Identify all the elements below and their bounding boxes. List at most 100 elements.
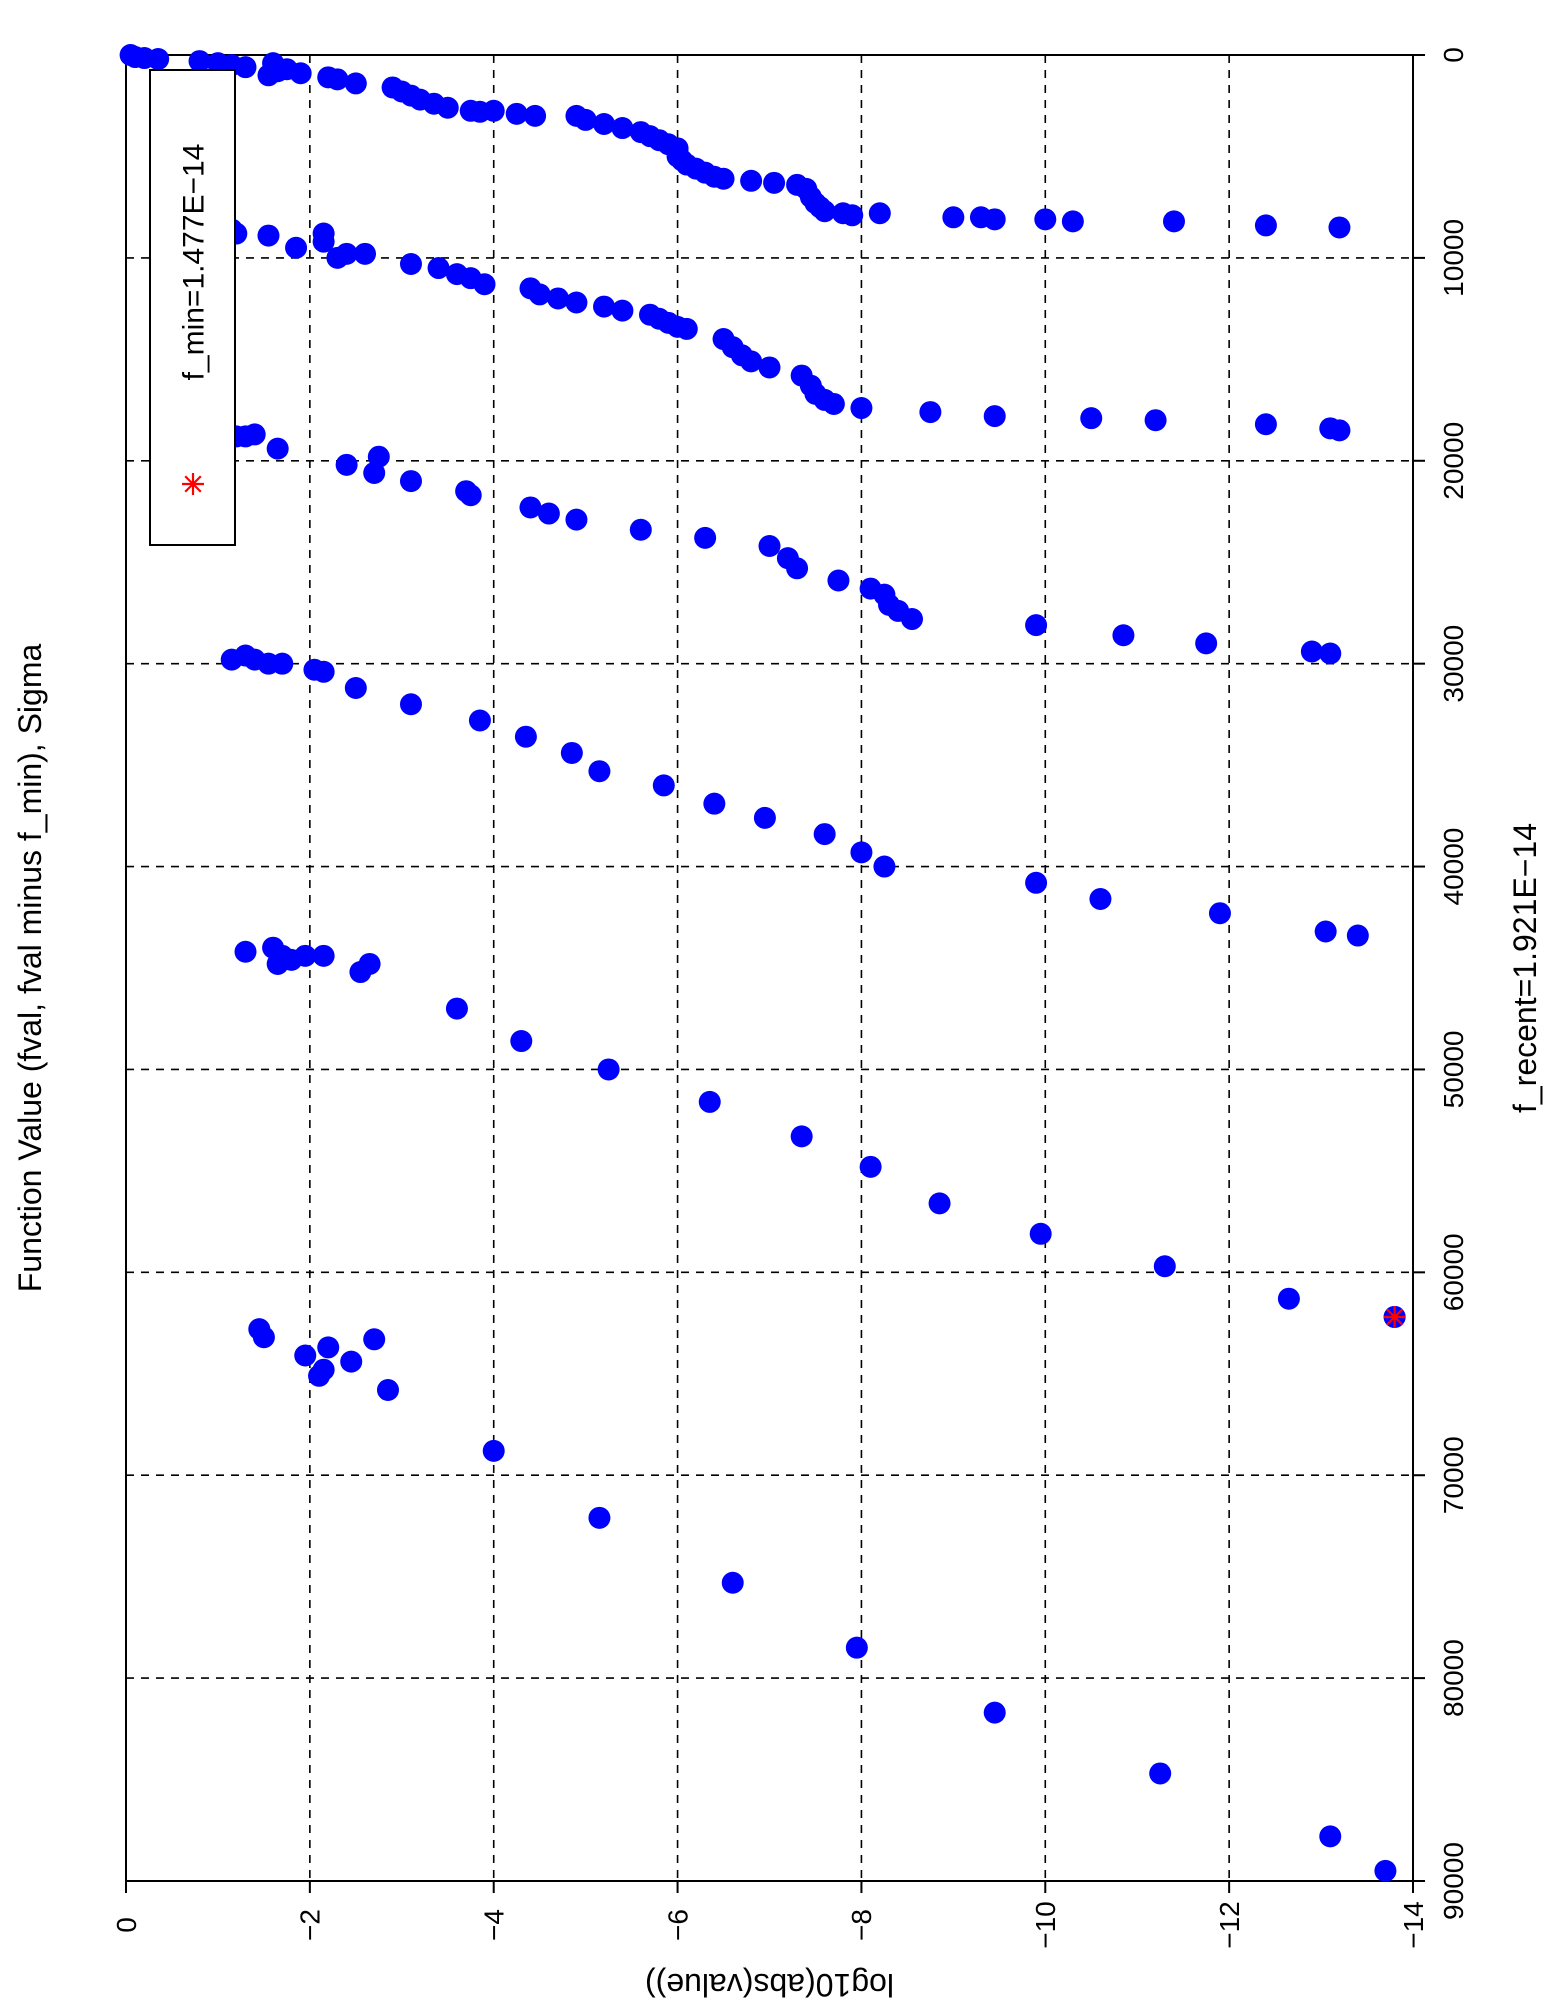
legend-label: f_min=1.477E−14 xyxy=(178,144,211,381)
data-point xyxy=(312,230,335,253)
data-point xyxy=(593,295,616,318)
data-point xyxy=(983,208,1006,231)
data-point xyxy=(266,437,289,460)
data-point xyxy=(473,273,496,296)
data-point xyxy=(629,518,652,541)
data-point xyxy=(758,534,781,557)
data-point xyxy=(317,1336,340,1359)
x-tick-label: 60000 xyxy=(1438,1233,1469,1311)
x-tick-label: 80000 xyxy=(1438,1639,1469,1717)
data-point xyxy=(257,224,280,247)
data-point xyxy=(813,823,836,846)
data-point xyxy=(822,392,845,415)
data-point xyxy=(1319,642,1342,665)
y-axis-title: log10(abs(value)) xyxy=(645,1967,894,2003)
data-point xyxy=(399,470,422,493)
data-point xyxy=(1195,632,1218,655)
legend-asterisk xyxy=(182,473,204,495)
f-min-marker-layer xyxy=(1383,1305,1406,1328)
data-point xyxy=(1300,640,1323,663)
data-point xyxy=(565,508,588,531)
data-point xyxy=(1254,214,1277,237)
data-point xyxy=(841,204,864,227)
x-tick-label: 70000 xyxy=(1438,1436,1469,1514)
chart-title: Function Value (fval, fval minus f_min),… xyxy=(12,644,48,1293)
data-point xyxy=(147,48,170,71)
data-point xyxy=(597,1058,620,1081)
data-point xyxy=(510,1030,533,1053)
data-point xyxy=(868,202,891,225)
data-point xyxy=(468,709,491,732)
y-tick-label: −10 xyxy=(1030,1901,1061,1949)
x-tick-label: 50000 xyxy=(1438,1031,1469,1109)
x-axis-title: f_recent=1.921E−14 xyxy=(1507,823,1543,1113)
data-point xyxy=(482,1439,505,1462)
data-point xyxy=(266,952,289,975)
data-point xyxy=(919,401,942,424)
data-point xyxy=(285,236,308,259)
data-point xyxy=(358,952,381,975)
data-point xyxy=(1319,1825,1342,1848)
data-point xyxy=(900,608,923,631)
data-point xyxy=(1061,210,1084,233)
data-point xyxy=(1374,1859,1397,1882)
data-point xyxy=(1314,920,1337,943)
data-point xyxy=(712,167,735,190)
y-tick-label: −14 xyxy=(1398,1901,1429,1949)
data-point xyxy=(1112,624,1135,647)
data-point xyxy=(593,112,616,135)
legend-asterisk-icon xyxy=(182,473,204,495)
data-point xyxy=(790,1125,813,1148)
data-point xyxy=(753,806,776,829)
x-tick-label: 0 xyxy=(1438,47,1469,63)
x-tick-label: 20000 xyxy=(1438,422,1469,500)
data-point xyxy=(252,1326,275,1349)
data-point xyxy=(928,1192,951,1215)
data-point xyxy=(537,502,560,525)
data-point xyxy=(845,1636,868,1659)
data-point xyxy=(983,1701,1006,1724)
data-point xyxy=(289,62,312,85)
data-point xyxy=(363,461,386,484)
data-point xyxy=(1089,888,1112,911)
y-tick-label: −2 xyxy=(295,1909,326,1941)
data-point xyxy=(565,291,588,314)
data-point xyxy=(445,997,468,1020)
data-point xyxy=(859,1155,882,1178)
data-point xyxy=(514,725,537,748)
data-point xyxy=(740,350,763,373)
data-point xyxy=(257,64,280,87)
data-point xyxy=(1144,409,1167,432)
data-point xyxy=(308,1364,331,1387)
data-point xyxy=(763,171,786,194)
data-point xyxy=(234,940,257,963)
data-point xyxy=(1153,1255,1176,1278)
data-point xyxy=(675,317,698,340)
y-tick-label: −12 xyxy=(1214,1901,1245,1949)
data-point xyxy=(574,108,597,131)
data-point xyxy=(436,96,459,119)
data-point xyxy=(528,283,551,306)
data-point xyxy=(611,117,634,140)
data-point xyxy=(354,242,377,265)
data-point xyxy=(326,68,349,91)
data-point xyxy=(188,50,211,73)
data-point xyxy=(1149,1762,1172,1785)
data-point xyxy=(698,1090,721,1113)
data-point xyxy=(1254,413,1277,436)
data-point xyxy=(1025,871,1048,894)
data-point xyxy=(611,299,634,322)
y-tick-label: 0 xyxy=(111,1917,142,1933)
grid xyxy=(126,55,1413,1881)
data-point xyxy=(335,242,358,265)
y-tick-label: −6 xyxy=(662,1909,693,1941)
x-tick-label: 10000 xyxy=(1438,219,1469,297)
data-point xyxy=(758,356,781,379)
legend-box xyxy=(149,69,236,546)
y-tick-label: −8 xyxy=(846,1909,877,1941)
data-point xyxy=(399,252,422,275)
data-point xyxy=(1346,924,1369,947)
data-point xyxy=(560,741,583,764)
legend: f_min=1.477E−14 xyxy=(149,69,236,546)
